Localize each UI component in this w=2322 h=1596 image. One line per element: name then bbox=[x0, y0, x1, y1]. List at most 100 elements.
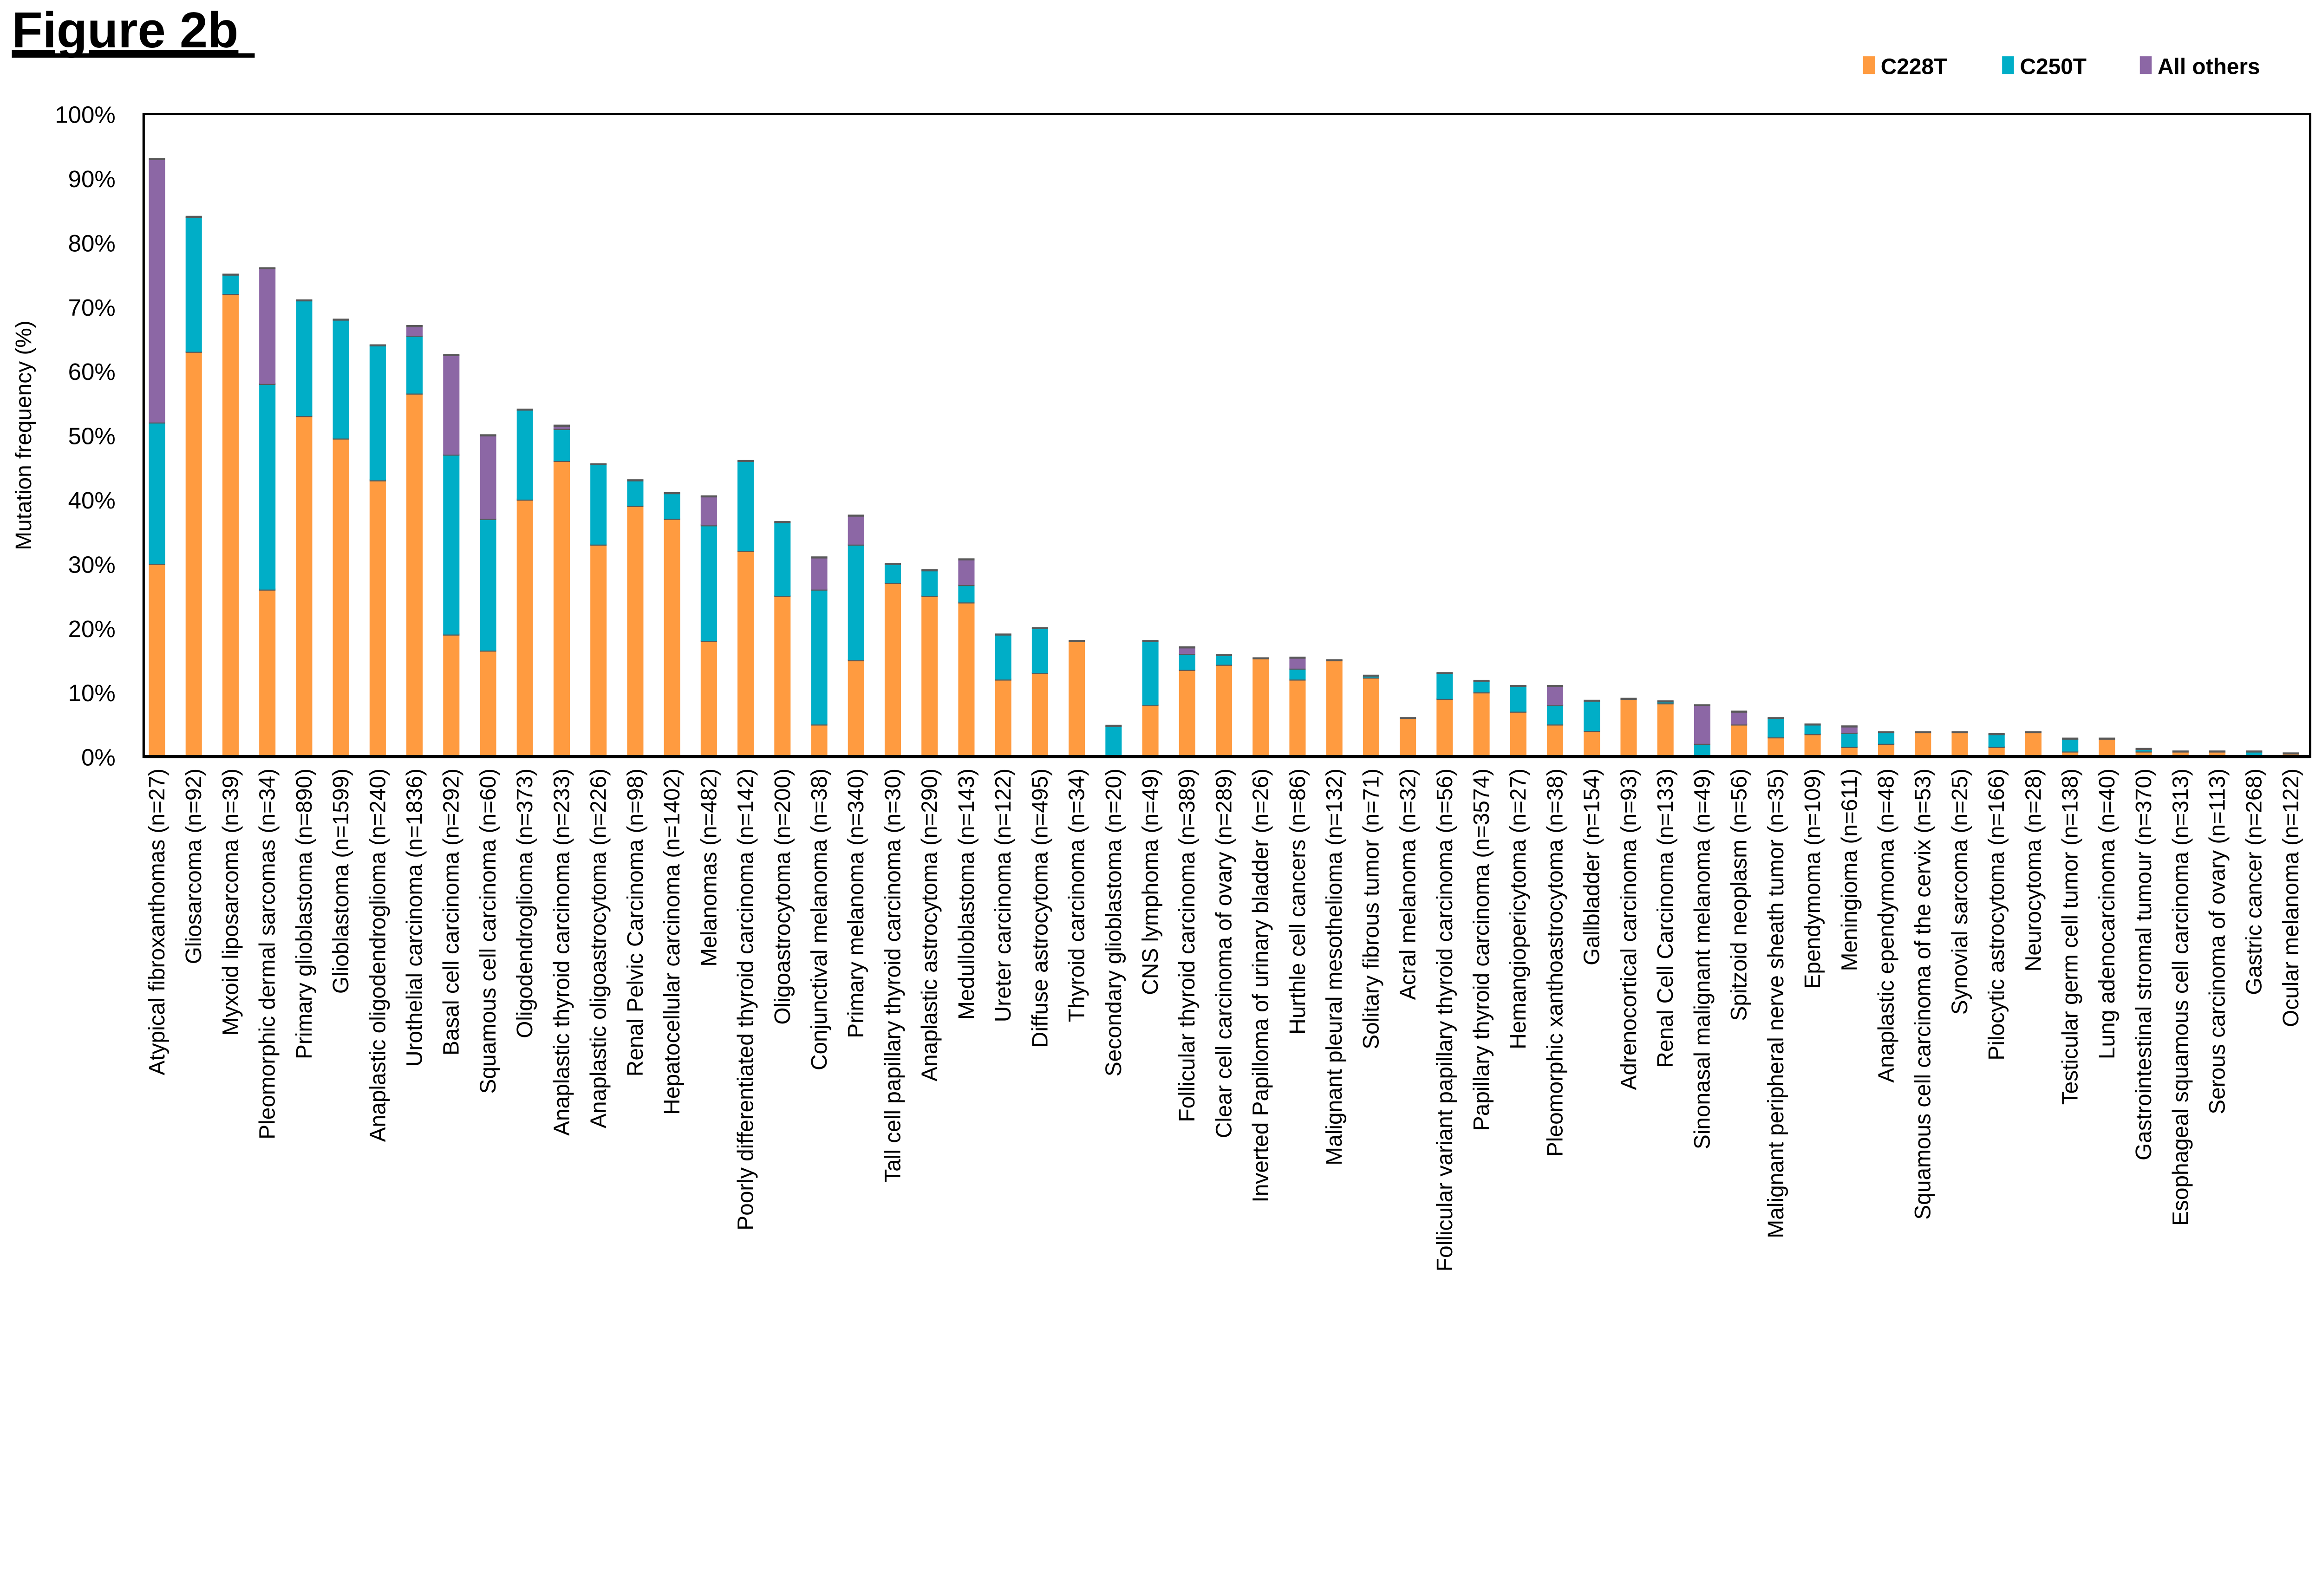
bar-stack bbox=[516, 408, 533, 757]
error-cap bbox=[516, 408, 533, 411]
bar-stack bbox=[1657, 700, 1674, 757]
bar-stack bbox=[1988, 733, 2005, 757]
error-cap bbox=[406, 325, 423, 327]
chart: Figure 2b C228T C250T All others Mutation … bbox=[12, 2, 2312, 1271]
x-tick-label: Follicular variant papillary thyroid car… bbox=[1433, 769, 1457, 1271]
bar-c250t bbox=[2062, 738, 2079, 752]
error-cap bbox=[1841, 732, 1858, 734]
bar-stack bbox=[2025, 731, 2042, 757]
bar-c228t bbox=[1878, 743, 1895, 757]
bar-stack bbox=[737, 460, 754, 757]
bar-stack bbox=[590, 463, 607, 757]
bar-c228t bbox=[406, 393, 423, 757]
error-cap bbox=[1400, 717, 1416, 719]
error-cap bbox=[259, 267, 276, 269]
bar-stack bbox=[1620, 697, 1637, 757]
error-cap bbox=[2283, 752, 2299, 755]
error-cap bbox=[2172, 750, 2189, 753]
bar-c228t bbox=[1400, 718, 1416, 757]
x-tick-label: Pilocytic astrocytoma (n=166) bbox=[1984, 769, 2009, 1061]
bar-stack bbox=[1436, 672, 1453, 757]
bar-c228t bbox=[516, 499, 533, 757]
bar-c228t bbox=[1620, 698, 1637, 757]
bar-stack bbox=[1031, 627, 1048, 757]
bar-c250t bbox=[2135, 749, 2152, 752]
bar-stack bbox=[1215, 654, 1233, 757]
error-cap bbox=[553, 424, 570, 427]
y-tick-label: 70% bbox=[68, 294, 116, 321]
legend-swatch bbox=[2002, 56, 2014, 74]
error-cap bbox=[737, 460, 754, 463]
bar-c250t bbox=[369, 345, 386, 481]
error-cap bbox=[1215, 654, 1233, 657]
bar-c228t bbox=[2172, 751, 2189, 757]
error-cap bbox=[848, 515, 864, 517]
error-cap bbox=[1142, 640, 1159, 642]
x-tick-label: Adrenocortical carcinoma (n=93) bbox=[1617, 769, 1641, 1090]
x-tick-label: Renal Cell Carcinoma (n=133) bbox=[1653, 769, 1678, 1068]
bar-all-others bbox=[1289, 658, 1306, 669]
error-cap bbox=[516, 498, 533, 501]
bar-c228t bbox=[480, 651, 496, 757]
bar-stack bbox=[995, 633, 1011, 757]
bar-c228t bbox=[553, 461, 570, 757]
legend-label: C228T bbox=[1881, 54, 1948, 79]
bar-c250t bbox=[1215, 655, 1233, 665]
bar-c228t bbox=[1584, 731, 1600, 757]
x-tick-label: Squamous cell carcinoma of the cervix (n… bbox=[1911, 769, 1936, 1220]
error-cap bbox=[1841, 746, 1858, 748]
bar-c250t bbox=[185, 216, 202, 352]
bar-c250t bbox=[1105, 726, 1122, 757]
bar-stack bbox=[1105, 724, 1122, 757]
x-tick-label: Pleomorphic dermal sarcomas (n=34) bbox=[255, 769, 280, 1140]
bar-all-others bbox=[480, 435, 496, 519]
bar-stack bbox=[2172, 750, 2189, 757]
error-cap bbox=[664, 492, 680, 495]
bar-stack bbox=[958, 558, 975, 757]
bar-c228t bbox=[1951, 732, 1968, 757]
x-tick-label: Acral melanoma (n=32) bbox=[1396, 769, 1421, 1000]
bar-stack bbox=[884, 563, 901, 757]
x-tick-label: Anaplastic thyroid carcinoma (n=233) bbox=[549, 769, 574, 1136]
x-tick-label: Ocular melanoma (n=122) bbox=[2279, 769, 2303, 1027]
bar-c250t bbox=[222, 274, 239, 294]
bar-c250t bbox=[1804, 724, 1821, 735]
error-cap bbox=[1179, 652, 1195, 655]
x-tick-label: CNS lymphoma (n=49) bbox=[1138, 769, 1163, 995]
bar-stack bbox=[222, 274, 239, 757]
error-cap bbox=[1878, 731, 1895, 734]
x-tick-label: Clear cell carcinoma of ovary (n=289) bbox=[1212, 769, 1236, 1138]
y-tick-label: 60% bbox=[68, 358, 116, 385]
bar-c228t bbox=[1252, 658, 1269, 757]
error-cap bbox=[1252, 657, 1269, 659]
x-tick-label: Follicular thyroid carcinoma (n=389) bbox=[1175, 769, 1200, 1122]
bar-stack bbox=[149, 158, 165, 757]
error-cap bbox=[1289, 657, 1306, 659]
error-cap bbox=[1915, 731, 1931, 734]
x-tick-label: Testicular germ cell tumor (n=138) bbox=[2058, 769, 2083, 1105]
error-cap bbox=[1584, 699, 1600, 702]
bar-c228t bbox=[811, 724, 828, 757]
bar-stack bbox=[296, 299, 313, 757]
error-cap bbox=[1473, 679, 1490, 682]
bar-c250t bbox=[296, 300, 313, 416]
bar-c228t bbox=[627, 506, 644, 757]
bar-stack bbox=[1546, 684, 1564, 757]
bar-c250t bbox=[1546, 705, 1564, 725]
bar-c228t bbox=[921, 596, 938, 757]
bar-c250t bbox=[1473, 681, 1490, 693]
bar-stack bbox=[811, 556, 828, 757]
bar-c228t bbox=[1069, 641, 1085, 757]
error-cap bbox=[958, 601, 975, 604]
error-cap bbox=[664, 518, 680, 520]
bar-c250t bbox=[1179, 654, 1195, 670]
title-underline bbox=[12, 53, 255, 58]
x-tick-label: Anaplastic oligodendroglioma (n=240) bbox=[365, 769, 390, 1142]
legend-label: All others bbox=[2158, 54, 2260, 79]
x-tick-label: Gastrointestinal stromal tumour (n=370) bbox=[2132, 769, 2156, 1160]
bar-c228t bbox=[737, 551, 754, 757]
bar-c250t bbox=[664, 493, 680, 519]
bar-c228t bbox=[1657, 703, 1674, 757]
x-tick-label: Glioblastoma (n=1599) bbox=[329, 769, 353, 994]
x-tick-label: Serous carcinoma of ovary (n=113) bbox=[2205, 769, 2230, 1114]
